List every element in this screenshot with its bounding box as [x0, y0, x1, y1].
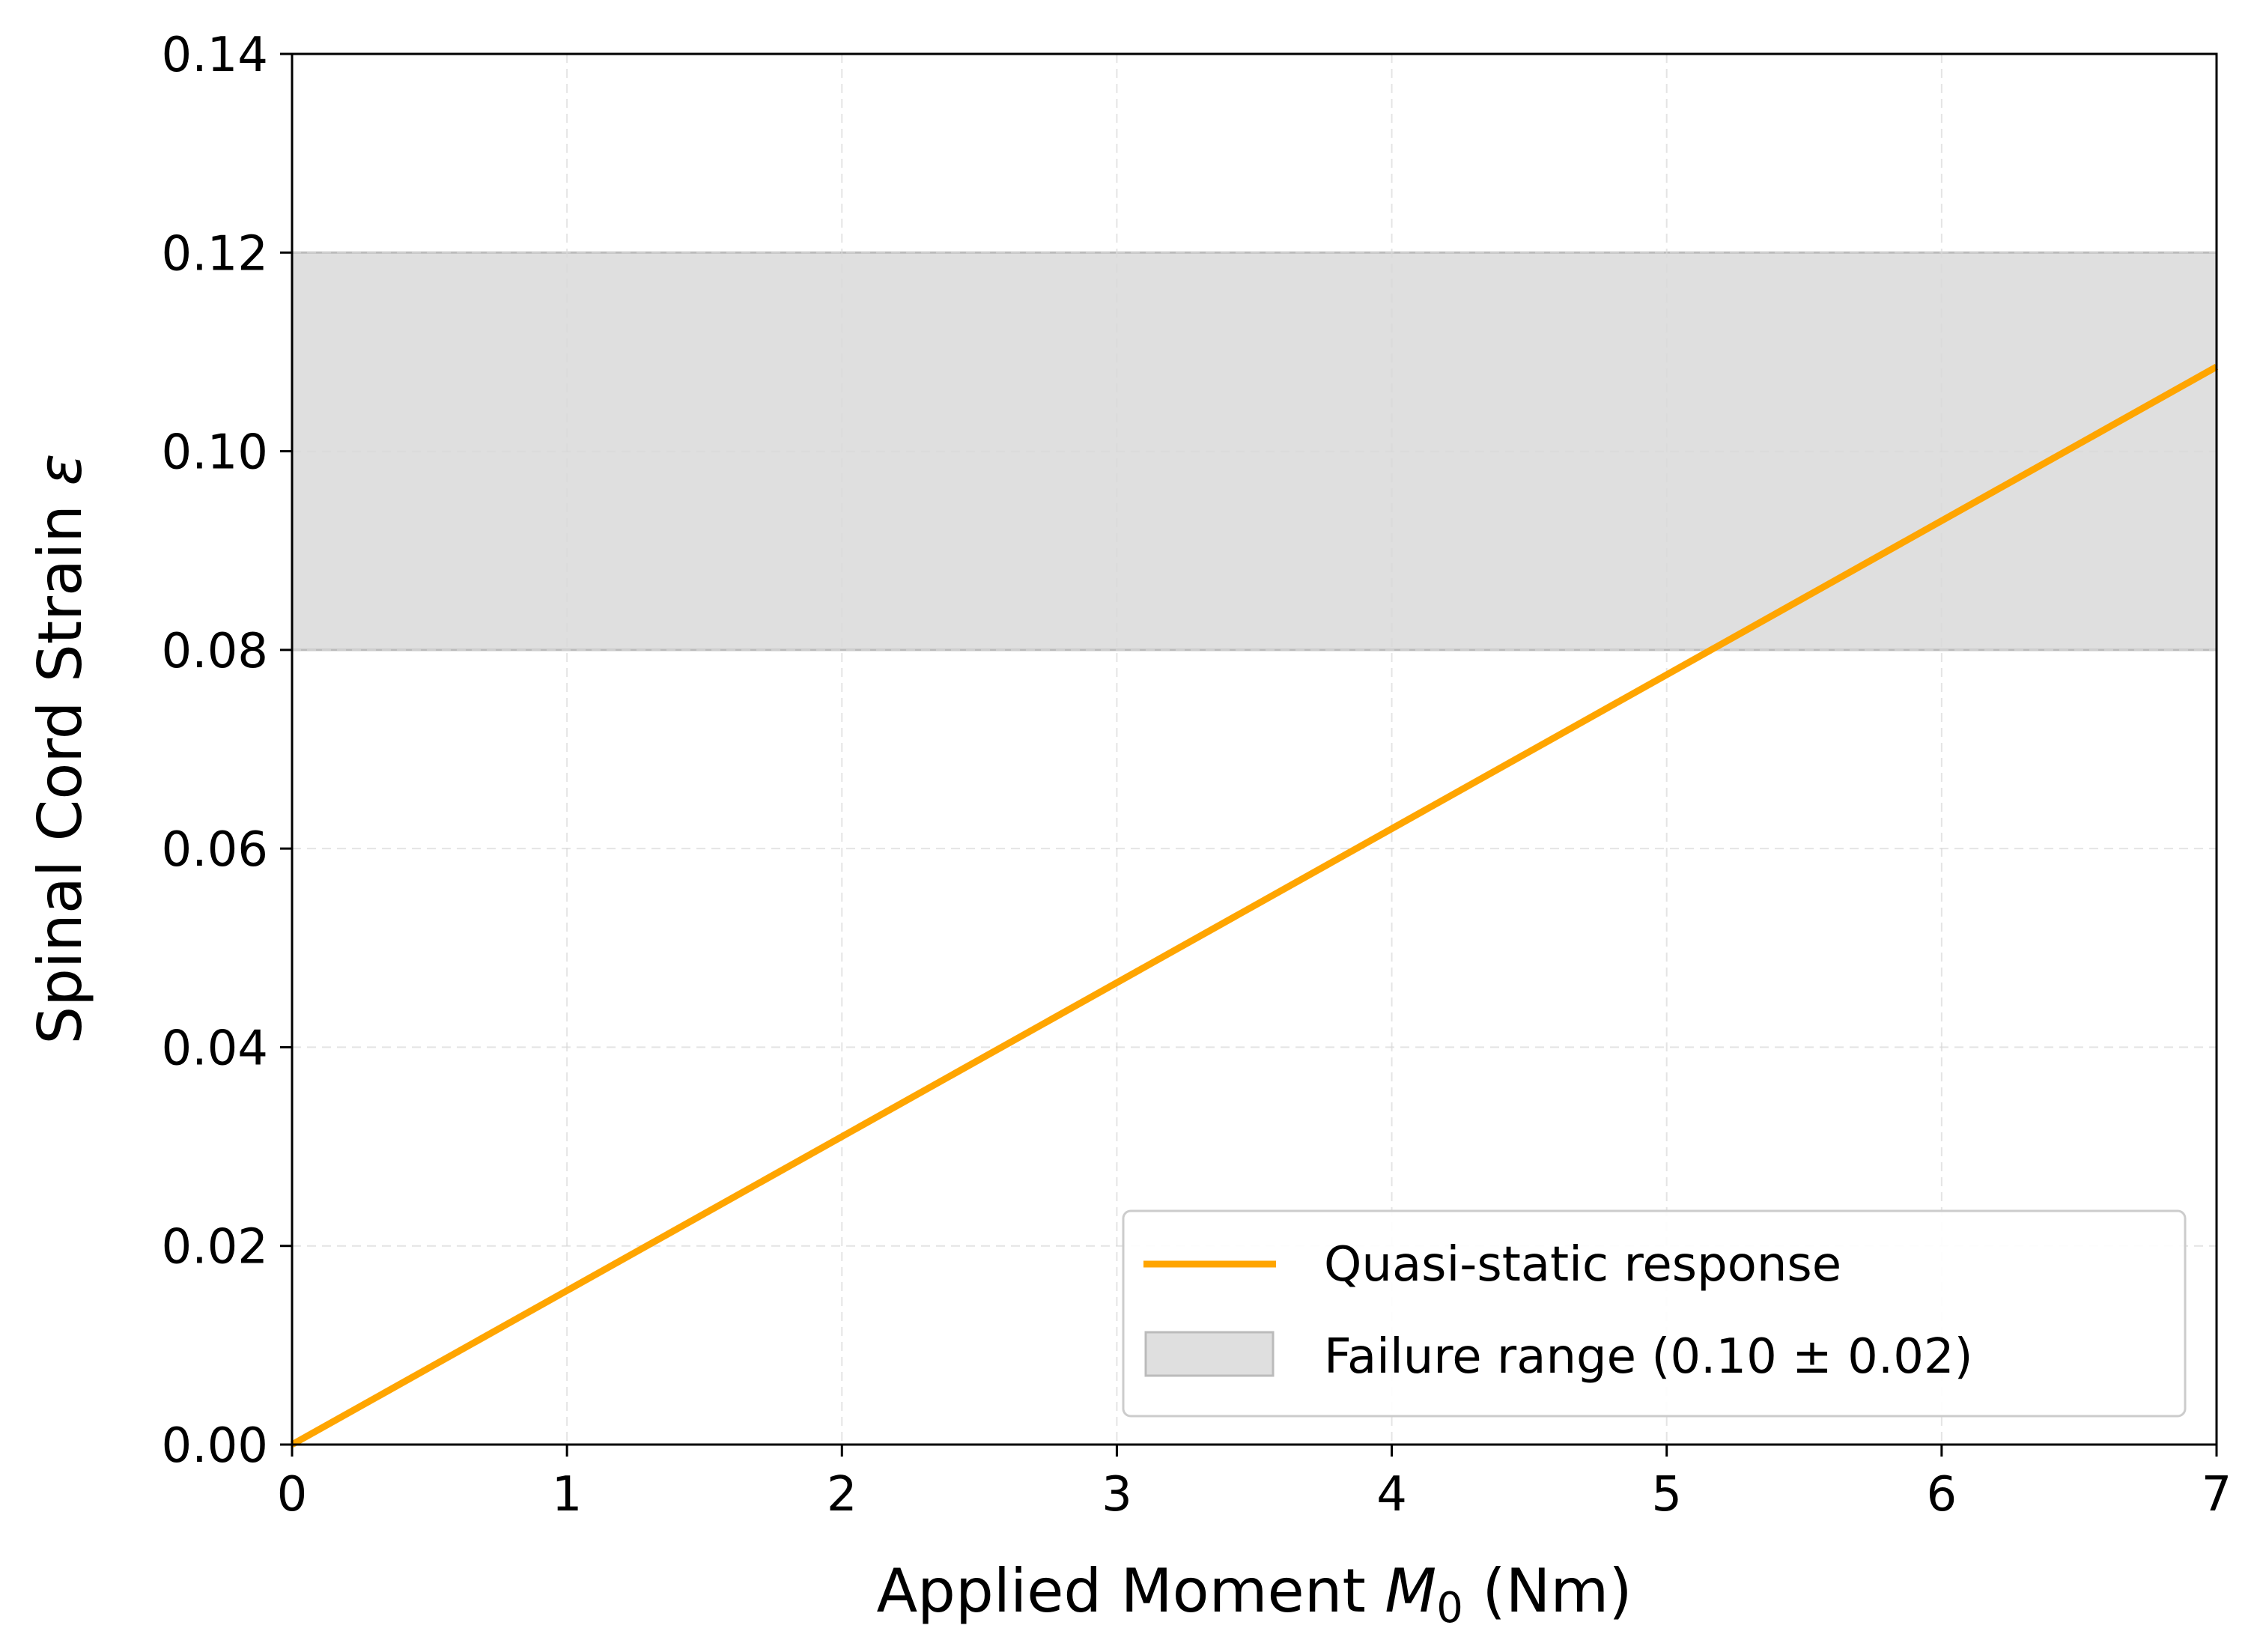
- legend-box: [1122, 1209, 2187, 1418]
- x-tick-label: 5: [1651, 1467, 1682, 1522]
- plot-frame: [291, 52, 2218, 1446]
- y-axis: 0.00 0.02 0.04 0.06 0.08 0.10 0.12 0.14: [162, 28, 292, 1474]
- y-axis-label: Spinal Cord Strain ε: [25, 453, 95, 1044]
- legend-swatch-failure-range: [1144, 1331, 1275, 1377]
- series-line-quasi-static: [290, 363, 2219, 1448]
- series-layer: [290, 363, 2219, 1448]
- y-tick-label: 0.00: [162, 1418, 269, 1474]
- x-axis-label: Applied Moment M0 (Nm): [876, 1556, 1632, 1633]
- y-tick-label: 0.08: [162, 624, 269, 679]
- legend-label-failure-range: Failure range (0.10 ± 0.02): [1324, 1329, 1973, 1385]
- x-tick-label: 3: [1102, 1467, 1132, 1522]
- y-tick-label: 0.12: [162, 226, 269, 282]
- legend: Quasi-static response Failure range (0.1…: [1122, 1209, 2187, 1418]
- y-tick-label: 0.02: [162, 1220, 269, 1275]
- x-tick-label: 0: [277, 1467, 308, 1522]
- legend-label-quasi-static: Quasi-static response: [1324, 1237, 1841, 1293]
- x-tick-label: 1: [552, 1467, 583, 1522]
- y-tick-label: 0.06: [162, 822, 269, 878]
- y-tick-label: 0.10: [162, 425, 269, 481]
- x-tick-label: 2: [827, 1467, 857, 1522]
- x-tick-label: 4: [1376, 1467, 1407, 1522]
- y-tick-label: 0.04: [162, 1021, 269, 1076]
- x-axis: 0 1 2 3 4 5 6 7: [277, 1445, 2232, 1522]
- y-tick-label: 0.14: [162, 28, 269, 83]
- x-tick-label: 7: [2202, 1467, 2232, 1522]
- x-tick-label: 6: [1926, 1467, 1957, 1522]
